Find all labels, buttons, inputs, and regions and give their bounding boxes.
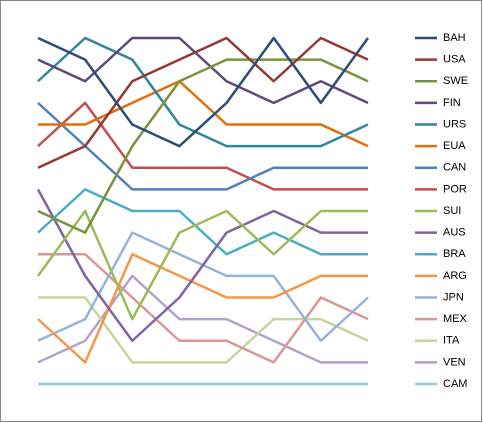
series-line [36,209,368,321]
series-line [37,101,368,191]
legend-label: POR [443,183,467,195]
series-line [37,36,369,148]
series-line [37,274,368,364]
series-line [37,36,369,105]
legend-label: USA [443,54,466,66]
legend-label: MEX [443,313,468,325]
legend-label: CAN [443,162,466,174]
series-line [37,58,369,234]
series-line [36,188,368,342]
series-line [38,80,369,148]
series-line [37,101,368,191]
legend-label: BRA [443,248,466,260]
legend-label: SWE [443,75,468,87]
series-line [37,188,368,256]
legend-label: CAM [443,378,467,390]
legend-label: JPN [443,291,464,303]
series-line [38,296,369,364]
legend-label: EUA [443,140,466,152]
legend-label: AUS [443,227,466,239]
legend-label: BAH [443,32,466,44]
legend-label: ITA [443,335,460,347]
series-line [38,253,369,364]
legend-label: ARG [443,270,467,282]
legend-label: URS [443,118,466,130]
series-line [37,36,369,169]
series-line [37,36,370,148]
legend-label: SUI [443,205,461,217]
legend-label: FIN [443,97,461,109]
series-line [37,253,368,364]
legend-label: VEN [443,356,466,368]
